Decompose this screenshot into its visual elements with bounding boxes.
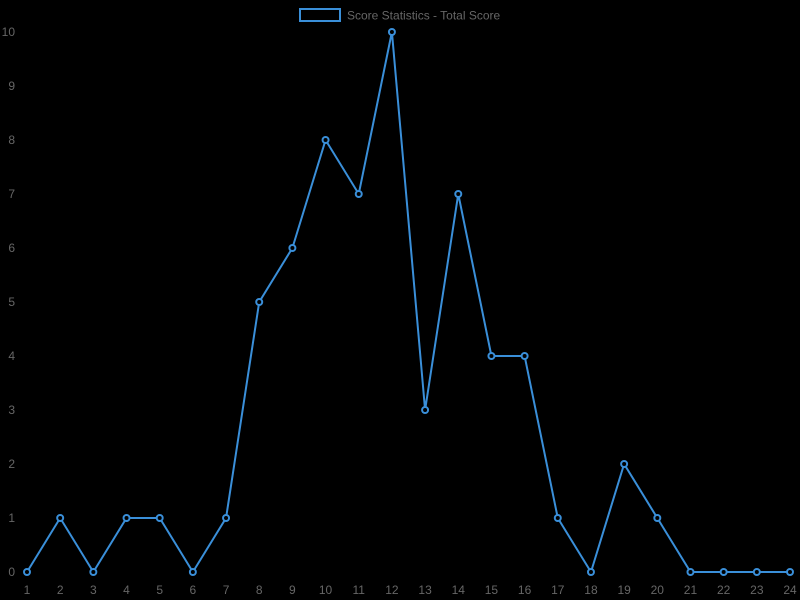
x-tick-label: 4 bbox=[123, 583, 130, 597]
x-tick-label: 15 bbox=[485, 583, 499, 597]
y-tick-label: 0 bbox=[8, 565, 15, 579]
data-point[interactable] bbox=[122, 514, 131, 522]
data-point[interactable] bbox=[586, 568, 595, 576]
y-tick-label: 9 bbox=[8, 79, 15, 93]
x-tick-label: 17 bbox=[551, 583, 565, 597]
y-tick-label: 4 bbox=[8, 349, 15, 363]
data-point[interactable] bbox=[155, 514, 164, 522]
x-tick-label: 21 bbox=[684, 583, 698, 597]
data-point[interactable] bbox=[89, 568, 98, 576]
y-tick-label: 3 bbox=[8, 403, 15, 417]
x-tick-label: 7 bbox=[223, 583, 230, 597]
x-tick-label: 18 bbox=[584, 583, 598, 597]
x-tick-label: 2 bbox=[57, 583, 64, 597]
y-tick-label: 8 bbox=[8, 133, 15, 147]
x-tick-label: 5 bbox=[156, 583, 163, 597]
data-point[interactable] bbox=[653, 514, 662, 522]
data-point[interactable] bbox=[620, 460, 629, 468]
x-tick-label: 11 bbox=[353, 583, 366, 597]
x-tick-label: 14 bbox=[452, 583, 466, 597]
y-tick-label: 10 bbox=[2, 25, 16, 39]
x-tick-label: 13 bbox=[418, 583, 432, 597]
data-point[interactable] bbox=[56, 514, 65, 522]
data-point[interactable] bbox=[752, 568, 761, 576]
x-tick-label: 20 bbox=[651, 583, 665, 597]
x-tick-label: 9 bbox=[289, 583, 296, 597]
y-tick-label: 2 bbox=[8, 457, 15, 471]
y-axis-tick-labels: 0 1 2 3 4 5 6 7 8 9 10 bbox=[2, 25, 16, 579]
data-point[interactable] bbox=[188, 568, 197, 576]
x-tick-label: 1 bbox=[24, 583, 31, 597]
y-tick-label: 1 bbox=[8, 511, 15, 525]
x-tick-label: 12 bbox=[385, 583, 399, 597]
data-point[interactable] bbox=[387, 28, 396, 36]
x-tick-label: 16 bbox=[518, 583, 532, 597]
x-tick-label: 22 bbox=[717, 583, 731, 597]
series-line bbox=[26, 31, 790, 575]
data-point[interactable] bbox=[487, 352, 496, 360]
data-point[interactable] bbox=[553, 514, 562, 522]
data-point[interactable] bbox=[520, 352, 529, 360]
data-point[interactable] bbox=[719, 568, 728, 576]
data-point[interactable] bbox=[354, 190, 363, 198]
data-point[interactable] bbox=[454, 190, 463, 198]
x-tick-label: 24 bbox=[783, 583, 797, 597]
x-tick-label: 23 bbox=[750, 583, 764, 597]
chart-legend[interactable]: Score Statistics - Total Score bbox=[299, 8, 500, 23]
x-tick-label: 10 bbox=[319, 583, 333, 597]
x-tick-label: 6 bbox=[190, 583, 197, 597]
data-point[interactable] bbox=[23, 568, 31, 576]
data-point[interactable] bbox=[255, 298, 264, 306]
data-point[interactable] bbox=[321, 136, 330, 144]
y-tick-label: 5 bbox=[8, 295, 15, 309]
legend-label[interactable]: Score Statistics - Total Score bbox=[347, 9, 500, 23]
x-axis-tick-labels: 1 2 3 4 5 6 7 8 9 10 11 12 13 14 15 16 17 18 19 20 21 22 23 24 bbox=[24, 583, 797, 597]
x-tick-label: 3 bbox=[90, 583, 97, 597]
legend-swatch[interactable] bbox=[299, 8, 341, 22]
data-point[interactable] bbox=[786, 568, 794, 576]
y-tick-label: 6 bbox=[8, 241, 15, 255]
data-points bbox=[23, 28, 794, 576]
x-tick-label: 8 bbox=[256, 583, 263, 597]
data-point[interactable] bbox=[421, 406, 430, 414]
y-tick-label: 7 bbox=[8, 187, 15, 201]
data-point[interactable] bbox=[222, 514, 231, 522]
data-point[interactable] bbox=[288, 244, 297, 252]
x-tick-label: 19 bbox=[617, 583, 631, 597]
data-point[interactable] bbox=[686, 568, 695, 576]
